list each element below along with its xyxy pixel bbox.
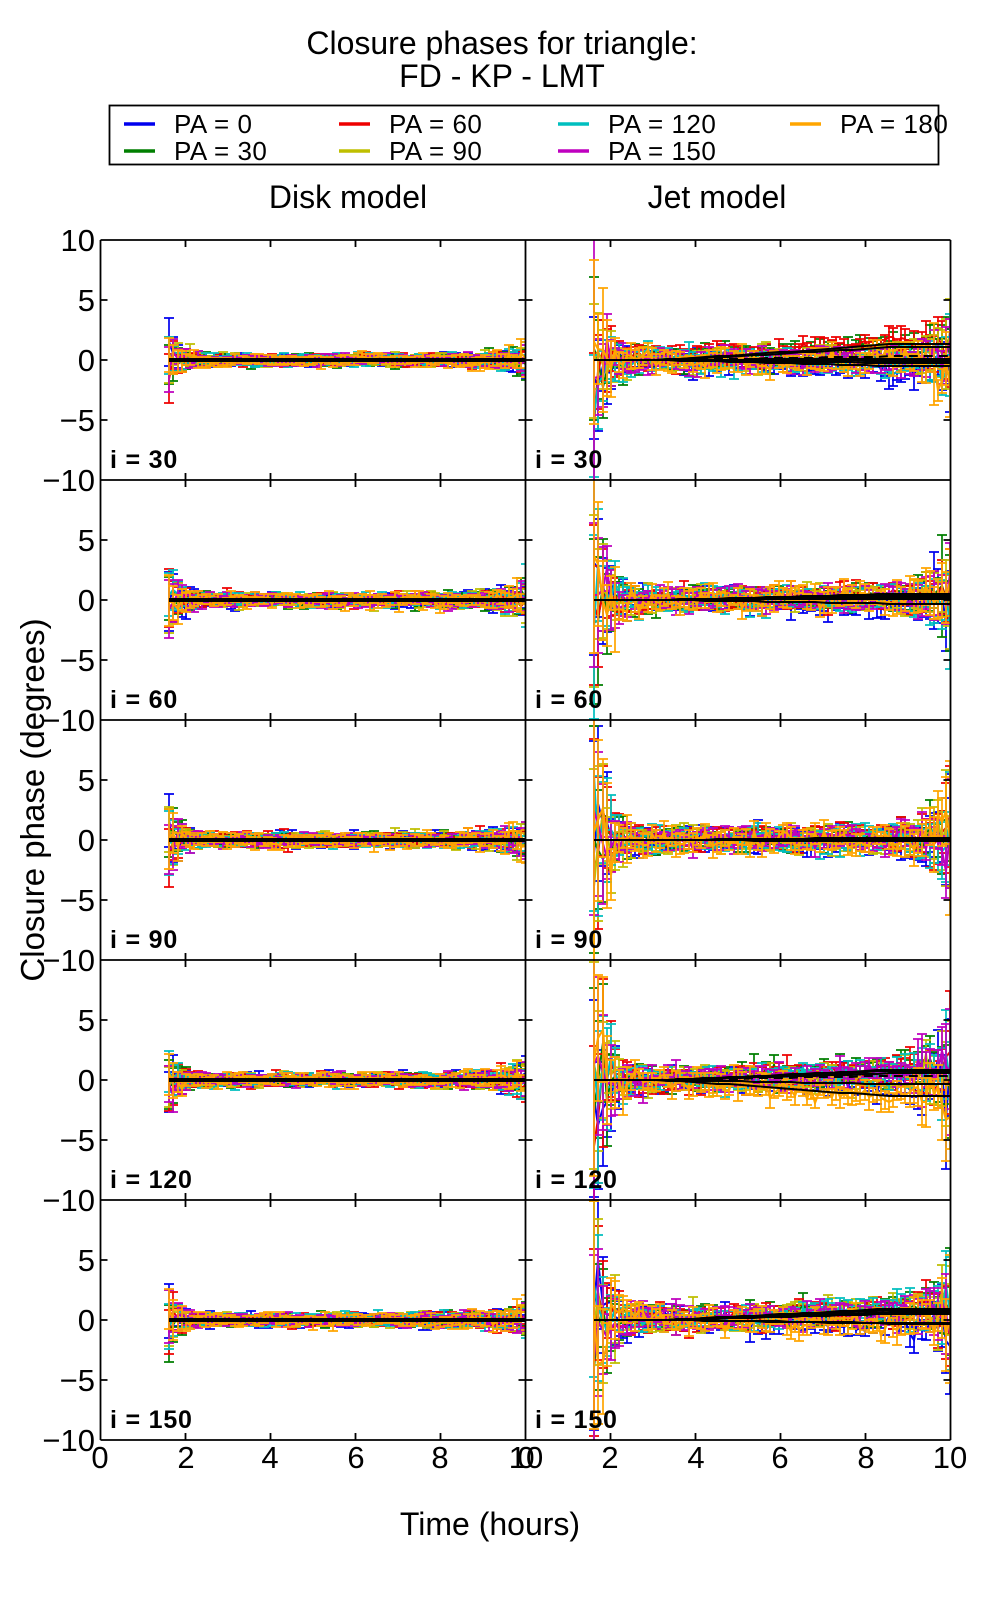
svg-text:i = 120: i = 120 [110, 1166, 193, 1194]
svg-text:5: 5 [78, 1003, 95, 1038]
svg-text:10: 10 [509, 1440, 543, 1475]
svg-text:Disk model: Disk model [269, 179, 427, 215]
svg-text:PA = 120: PA = 120 [608, 109, 716, 139]
svg-text:4: 4 [261, 1440, 278, 1475]
svg-text:−5: −5 [60, 1123, 95, 1158]
svg-text:5: 5 [78, 1243, 95, 1278]
svg-text:i = 90: i = 90 [535, 926, 603, 954]
svg-text:PA = 90: PA = 90 [389, 136, 482, 166]
svg-text:0: 0 [78, 1063, 95, 1098]
svg-text:2: 2 [177, 1440, 194, 1475]
svg-text:2: 2 [601, 1440, 618, 1475]
svg-text:5: 5 [78, 763, 95, 798]
svg-text:−5: −5 [60, 883, 95, 918]
svg-text:8: 8 [431, 1440, 448, 1475]
svg-text:−5: −5 [60, 1363, 95, 1398]
svg-text:PA = 30: PA = 30 [174, 136, 267, 166]
svg-text:i = 30: i = 30 [535, 446, 603, 474]
svg-text:−10: −10 [42, 703, 95, 738]
svg-text:PA = 60: PA = 60 [389, 109, 482, 139]
svg-text:i = 60: i = 60 [110, 686, 178, 714]
svg-text:PA = 180: PA = 180 [840, 109, 948, 139]
svg-text:4: 4 [687, 1440, 704, 1475]
svg-text:5: 5 [78, 523, 95, 558]
svg-text:−10: −10 [42, 943, 95, 978]
svg-text:i = 60: i = 60 [535, 686, 603, 714]
svg-text:10: 10 [933, 1440, 967, 1475]
svg-text:0: 0 [78, 823, 95, 858]
svg-text:FD - KP - LMT: FD - KP - LMT [399, 58, 605, 94]
svg-text:10: 10 [61, 223, 95, 258]
svg-text:6: 6 [347, 1440, 364, 1475]
svg-text:0: 0 [91, 1440, 108, 1475]
svg-text:PA = 150: PA = 150 [608, 136, 716, 166]
svg-text:i = 150: i = 150 [110, 1406, 193, 1434]
svg-text:i = 120: i = 120 [535, 1166, 618, 1194]
svg-text:Jet model: Jet model [648, 179, 787, 215]
svg-text:−5: −5 [60, 643, 95, 678]
svg-text:8: 8 [857, 1440, 874, 1475]
svg-text:i = 90: i = 90 [110, 926, 178, 954]
svg-text:0: 0 [78, 343, 95, 378]
svg-text:6: 6 [771, 1440, 788, 1475]
svg-text:0: 0 [517, 1440, 534, 1475]
svg-text:0: 0 [78, 1303, 95, 1338]
svg-text:Closure phase (degrees): Closure phase (degrees) [14, 618, 51, 981]
svg-text:−10: −10 [42, 1423, 95, 1458]
svg-text:−10: −10 [42, 1183, 95, 1218]
svg-text:−10: −10 [42, 463, 95, 498]
svg-text:i = 150: i = 150 [535, 1406, 618, 1434]
svg-text:PA = 0: PA = 0 [174, 109, 252, 139]
svg-text:−5: −5 [60, 403, 95, 438]
svg-text:0: 0 [78, 583, 95, 618]
svg-text:5: 5 [78, 283, 95, 318]
svg-text:Closure phases for triangle:: Closure phases for triangle: [306, 25, 697, 61]
svg-text:i = 30: i = 30 [110, 446, 178, 474]
svg-text:Time (hours): Time (hours) [400, 1506, 580, 1542]
